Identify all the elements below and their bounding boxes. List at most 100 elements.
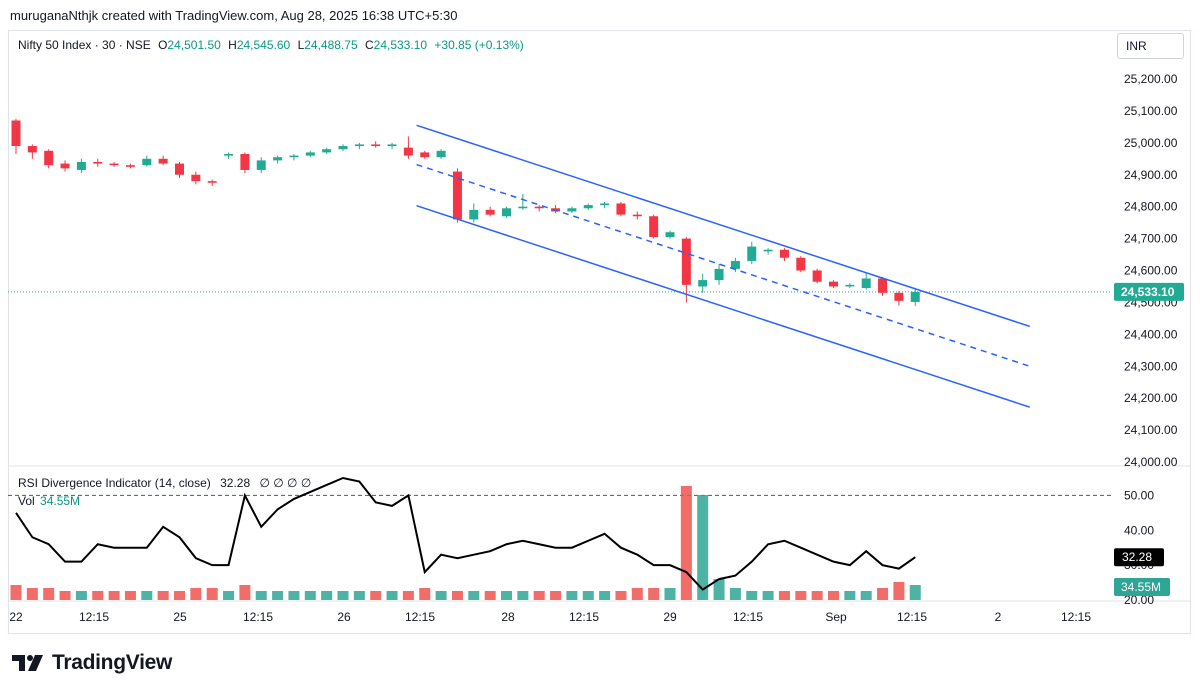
volume-bar xyxy=(370,591,382,600)
volume-bar xyxy=(648,588,660,600)
volume-value-tag xyxy=(1114,578,1170,596)
time-axis-label: 28 xyxy=(501,610,515,624)
candle-body xyxy=(403,147,413,156)
price-axis-label: 24,000.00 xyxy=(1124,455,1178,469)
candle-body xyxy=(681,238,691,285)
volume-bar xyxy=(337,591,349,600)
volume-bar xyxy=(778,591,790,600)
rsi-value-tag xyxy=(1114,548,1164,567)
candle-body xyxy=(829,281,838,287)
volume-bar xyxy=(844,591,856,600)
candle-body xyxy=(305,152,315,156)
volume-bar xyxy=(108,591,120,600)
volume-bar xyxy=(419,588,431,600)
candle-body xyxy=(240,154,250,170)
volume-bar xyxy=(893,582,905,600)
volume-bar xyxy=(451,591,463,600)
volume-bar xyxy=(615,591,627,600)
rsi-legend: RSI Divergence Indicator (14, close) 32.… xyxy=(18,476,311,490)
candle-body xyxy=(76,161,86,170)
candle-body xyxy=(273,157,283,161)
volume-bar xyxy=(909,585,921,600)
volume-bar xyxy=(877,588,889,600)
tradingview-logo[interactable]: TradingView xyxy=(12,651,172,675)
channel-lower-line xyxy=(416,204,1030,408)
candle-body xyxy=(894,292,904,301)
candle-body xyxy=(910,291,920,302)
rsi-axis-label: 20.00 xyxy=(1124,593,1154,607)
volume-label[interactable]: Vol xyxy=(18,494,35,508)
low-label: L xyxy=(297,38,305,52)
candle-body xyxy=(60,163,70,169)
volume-bar xyxy=(860,591,872,600)
rsi-title[interactable]: RSI Divergence Indicator (14, close) xyxy=(18,476,211,490)
candle-body xyxy=(518,206,528,209)
time-axis-label: 12:15 xyxy=(243,610,273,624)
candle-body xyxy=(354,144,364,147)
candle-body xyxy=(861,278,871,289)
candle-body xyxy=(125,165,135,167)
symbol-label[interactable]: Nifty 50 Index · 30 · NSE xyxy=(18,38,151,52)
volume-bar xyxy=(255,591,267,600)
candle-body xyxy=(224,154,234,156)
volume-bar xyxy=(353,591,365,600)
volume-bar xyxy=(517,591,529,600)
candle-body xyxy=(158,158,168,164)
volume-bar xyxy=(75,591,87,600)
candle-body xyxy=(485,209,495,215)
candle-body xyxy=(878,278,888,293)
candle-body xyxy=(534,206,544,209)
volume-bar xyxy=(386,591,398,600)
candle-body xyxy=(583,205,593,209)
volume-bar xyxy=(10,585,22,600)
volume-bar xyxy=(550,591,562,600)
tradingview-logo-icon xyxy=(12,655,43,671)
rsi-axis-label: 40.00 xyxy=(1124,523,1154,537)
volume-legend: Vol 34.55M xyxy=(18,494,80,508)
candle-body xyxy=(812,270,822,282)
time-axis-label: 12:15 xyxy=(1061,610,1091,624)
candle-body xyxy=(207,181,217,183)
candle-body xyxy=(469,209,479,220)
candle-body xyxy=(256,160,266,170)
low-value: 24,488.75 xyxy=(304,38,358,52)
volume-bar xyxy=(680,486,692,600)
candle-body xyxy=(747,246,757,261)
candle-body xyxy=(779,249,789,258)
price-axis-label: 24,300.00 xyxy=(1124,359,1178,373)
currency-button[interactable]: INR xyxy=(1117,33,1184,59)
high-value: 24,545.60 xyxy=(236,38,291,52)
high-label: H xyxy=(228,38,237,52)
candle-body xyxy=(289,155,299,158)
volume-bar xyxy=(468,591,480,600)
volume-value-tag-text: 34.55M xyxy=(1121,580,1161,594)
volume-bar xyxy=(321,591,333,600)
candle-body xyxy=(616,203,626,215)
volume-bar xyxy=(239,585,251,600)
time-axis-label: 2 xyxy=(995,610,1002,624)
volume-bar xyxy=(26,588,38,600)
candle-body xyxy=(649,216,659,237)
open-label: O xyxy=(158,38,168,52)
price-axis-label: 24,700.00 xyxy=(1124,232,1178,246)
channel-upper-line xyxy=(416,124,1030,328)
candle-body xyxy=(452,171,462,220)
volume-bar xyxy=(729,588,741,600)
chart-frame xyxy=(8,30,1191,634)
candle-body xyxy=(698,280,708,287)
volume-bar xyxy=(795,591,807,600)
rsi-line xyxy=(15,476,916,591)
candle-body xyxy=(322,149,332,153)
volume-bar xyxy=(157,591,169,600)
volume-bar xyxy=(174,591,185,600)
volume-bar xyxy=(223,591,235,600)
candle-body xyxy=(44,150,54,166)
volume-bar xyxy=(124,591,136,600)
candle-body xyxy=(109,163,119,166)
candle-body xyxy=(420,152,430,158)
volume-bar xyxy=(435,591,447,600)
candle-body xyxy=(502,208,511,217)
volume-bar xyxy=(746,591,758,600)
candle-body xyxy=(27,146,37,153)
